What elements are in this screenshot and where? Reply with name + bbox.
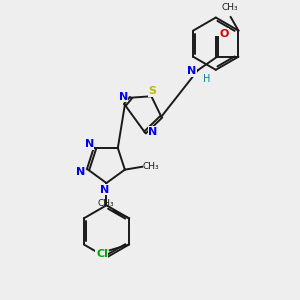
Text: N: N [188,66,196,76]
Text: N: N [76,167,85,177]
Text: H: H [203,74,210,84]
Text: N: N [85,139,94,149]
Text: CH₃: CH₃ [143,162,159,171]
Text: O: O [219,28,229,38]
Text: Cl: Cl [96,249,108,259]
Text: S: S [148,86,156,96]
Text: CH₃: CH₃ [221,3,238,12]
Text: CH₃: CH₃ [98,199,114,208]
Text: N: N [100,185,109,195]
Text: N: N [148,127,157,136]
Text: N: N [118,92,128,102]
